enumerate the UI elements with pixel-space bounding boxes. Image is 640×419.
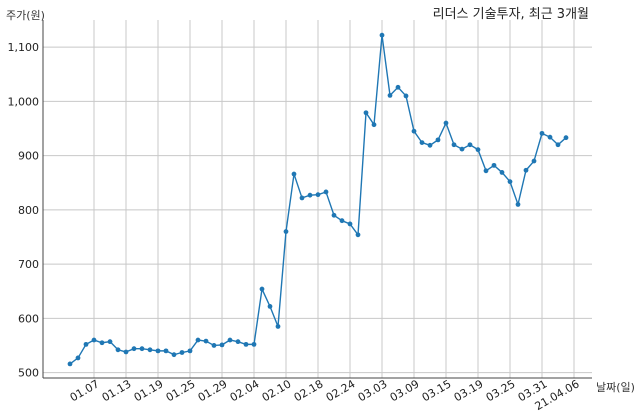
x-tick-label: 01.13 — [100, 377, 134, 404]
price-point — [403, 93, 409, 99]
x-tick-label: 01.29 — [196, 377, 230, 404]
price-point — [307, 192, 313, 198]
price-point — [155, 348, 161, 354]
price-point — [427, 142, 433, 148]
price-point — [171, 352, 177, 358]
x-tick-label: 03.15 — [420, 377, 454, 404]
price-point — [379, 32, 385, 38]
x-tick-label: 01.19 — [132, 377, 166, 404]
price-point — [299, 195, 305, 201]
price-point — [291, 171, 297, 177]
grid — [43, 20, 592, 378]
price-point — [491, 162, 497, 168]
x-tick-label: 01.07 — [68, 377, 102, 404]
y-tick-label: 800 — [18, 204, 39, 217]
y-tick-label: 600 — [18, 312, 39, 325]
price-point — [347, 221, 353, 227]
price-point — [219, 342, 225, 348]
price-point — [283, 229, 289, 234]
price-point — [83, 341, 89, 347]
price-point — [531, 158, 537, 164]
price-point — [371, 122, 377, 128]
price-point — [435, 137, 441, 143]
axes — [42, 20, 592, 379]
price-point — [323, 189, 329, 195]
y-tick-label: 900 — [18, 150, 39, 163]
price-point — [107, 339, 113, 345]
price-point — [547, 134, 553, 140]
price-point — [411, 128, 417, 134]
price-point — [243, 341, 249, 347]
price-point — [203, 338, 209, 344]
price-point — [499, 170, 505, 175]
price-point — [99, 340, 105, 346]
price-point — [555, 142, 561, 148]
price-point — [395, 84, 401, 90]
x-axis-label: 날짜(일) — [596, 380, 635, 394]
price-point — [179, 350, 185, 355]
price-point — [443, 120, 449, 126]
x-tick-label: 01.25 — [164, 377, 198, 404]
price-point — [211, 343, 217, 348]
price-point — [507, 179, 513, 185]
y-tick-label: 500 — [18, 367, 39, 380]
price-point — [187, 348, 193, 354]
price-point — [235, 339, 241, 345]
price-point — [459, 146, 465, 152]
price-point — [275, 324, 281, 329]
price-point — [339, 218, 345, 224]
price-point — [139, 346, 145, 352]
y-tick-label: 700 — [18, 258, 39, 271]
x-tick-label: 03.03 — [356, 377, 390, 404]
price-point — [67, 361, 73, 367]
price-point — [163, 348, 169, 354]
price-point — [483, 168, 489, 174]
price-point — [539, 130, 545, 136]
price-series — [67, 32, 569, 367]
price-point — [419, 140, 425, 145]
price-point — [523, 167, 529, 173]
x-tick-label: 02.10 — [260, 377, 294, 404]
price-point — [131, 346, 137, 352]
price-point — [475, 147, 481, 153]
price-point — [91, 337, 97, 343]
price-point — [259, 286, 265, 292]
price-point — [147, 347, 153, 353]
price-point — [267, 304, 273, 309]
x-tick-label: 03.25 — [484, 377, 518, 404]
x-tick-label: 03.09 — [388, 377, 422, 404]
y-tick-label: 1,000 — [8, 95, 40, 108]
price-point — [355, 232, 361, 238]
y-tick-label: 1,100 — [8, 41, 40, 54]
price-point — [451, 142, 457, 148]
price-point — [251, 341, 257, 347]
price-point — [123, 349, 129, 355]
chart-title: 리더스 기술투자, 최근 3개월 — [433, 7, 589, 22]
price-point — [331, 212, 337, 218]
y-axis-label: 주가(원) — [6, 9, 45, 22]
price-point — [563, 135, 569, 141]
price-point — [115, 347, 121, 353]
x-tick-label: 02.18 — [292, 377, 326, 404]
price-point — [363, 110, 369, 116]
price-point — [467, 142, 473, 148]
x-tick-label: 02.24 — [324, 377, 358, 404]
price-point — [75, 355, 81, 361]
price-point — [515, 202, 521, 207]
price-point — [315, 192, 321, 198]
price-point — [227, 337, 233, 343]
x-tick-label: 02.04 — [228, 377, 262, 404]
price-point — [195, 337, 201, 343]
price-point — [387, 92, 393, 98]
x-tick-label: 03.19 — [452, 377, 486, 404]
